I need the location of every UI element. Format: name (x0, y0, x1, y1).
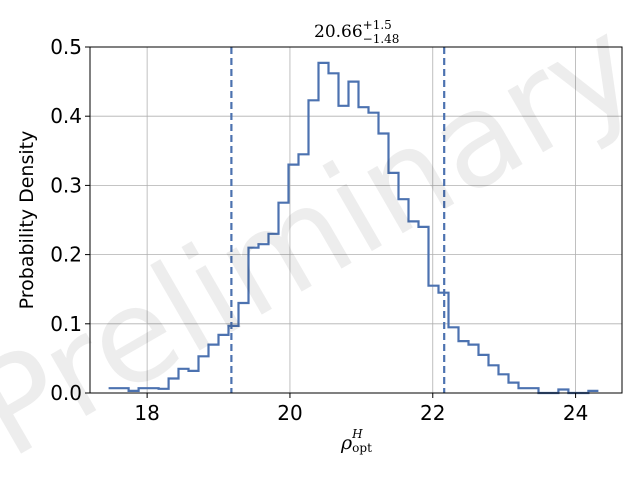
y-tick-label: 0.3 (50, 173, 82, 197)
credible-interval-lines (230, 47, 446, 393)
y-tick-label: 0.0 (50, 381, 82, 405)
y-tick-label: 0.2 (50, 243, 82, 267)
histogram-step-line (108, 61, 599, 395)
axis-ticks: 18 20 22 24 0.0 0.1 0.2 0.3 0.4 0.5 (50, 35, 588, 425)
y-tick-label: 0.5 (50, 35, 82, 59)
y-axis-label: Probability Density (16, 131, 38, 310)
chart-title: 20.66+1.5 −1.48 (314, 18, 399, 46)
plot-frame (89, 46, 623, 394)
x-axis-label: ρH opt (340, 427, 372, 455)
x-tick-label: 20 (277, 401, 302, 425)
x-tick-label: 18 (134, 401, 159, 425)
x-tick-label: 22 (420, 401, 445, 425)
x-tick-label: 24 (563, 401, 588, 425)
y-tick-label: 0.1 (50, 312, 82, 336)
y-tick-label: 0.4 (50, 104, 82, 128)
